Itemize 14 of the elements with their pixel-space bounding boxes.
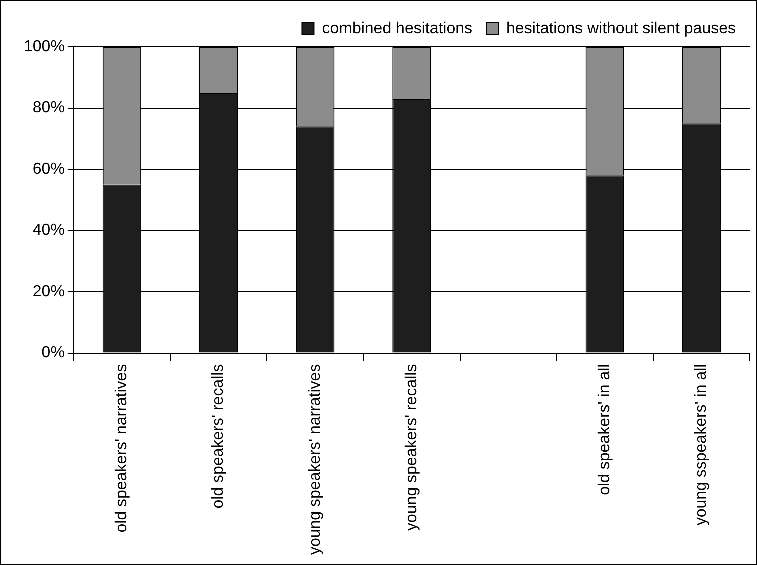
y-tick-label: 100%	[24, 38, 65, 56]
y-tick-label: 60%	[32, 160, 65, 178]
x-tick-label: young speakers' narratives	[306, 364, 324, 556]
x-tick-label: young sspeakers' in all	[693, 364, 710, 526]
y-tick-label: 0%	[42, 344, 65, 362]
legend-label: hesitations without silent pauses	[506, 20, 736, 38]
y-tick-label: 40%	[32, 222, 65, 240]
x-tick-label: old speakers' in all	[596, 364, 614, 496]
x-tick-label: old speakers' narratives	[114, 364, 131, 533]
x-tick-label: old speakers' recalls	[210, 364, 228, 509]
legend-label: combined hesitations	[322, 20, 473, 38]
x-tick-label: young speakers' recalls	[403, 364, 420, 531]
y-tick-label: 80%	[32, 100, 65, 117]
y-tick-label: 20%	[32, 283, 65, 300]
